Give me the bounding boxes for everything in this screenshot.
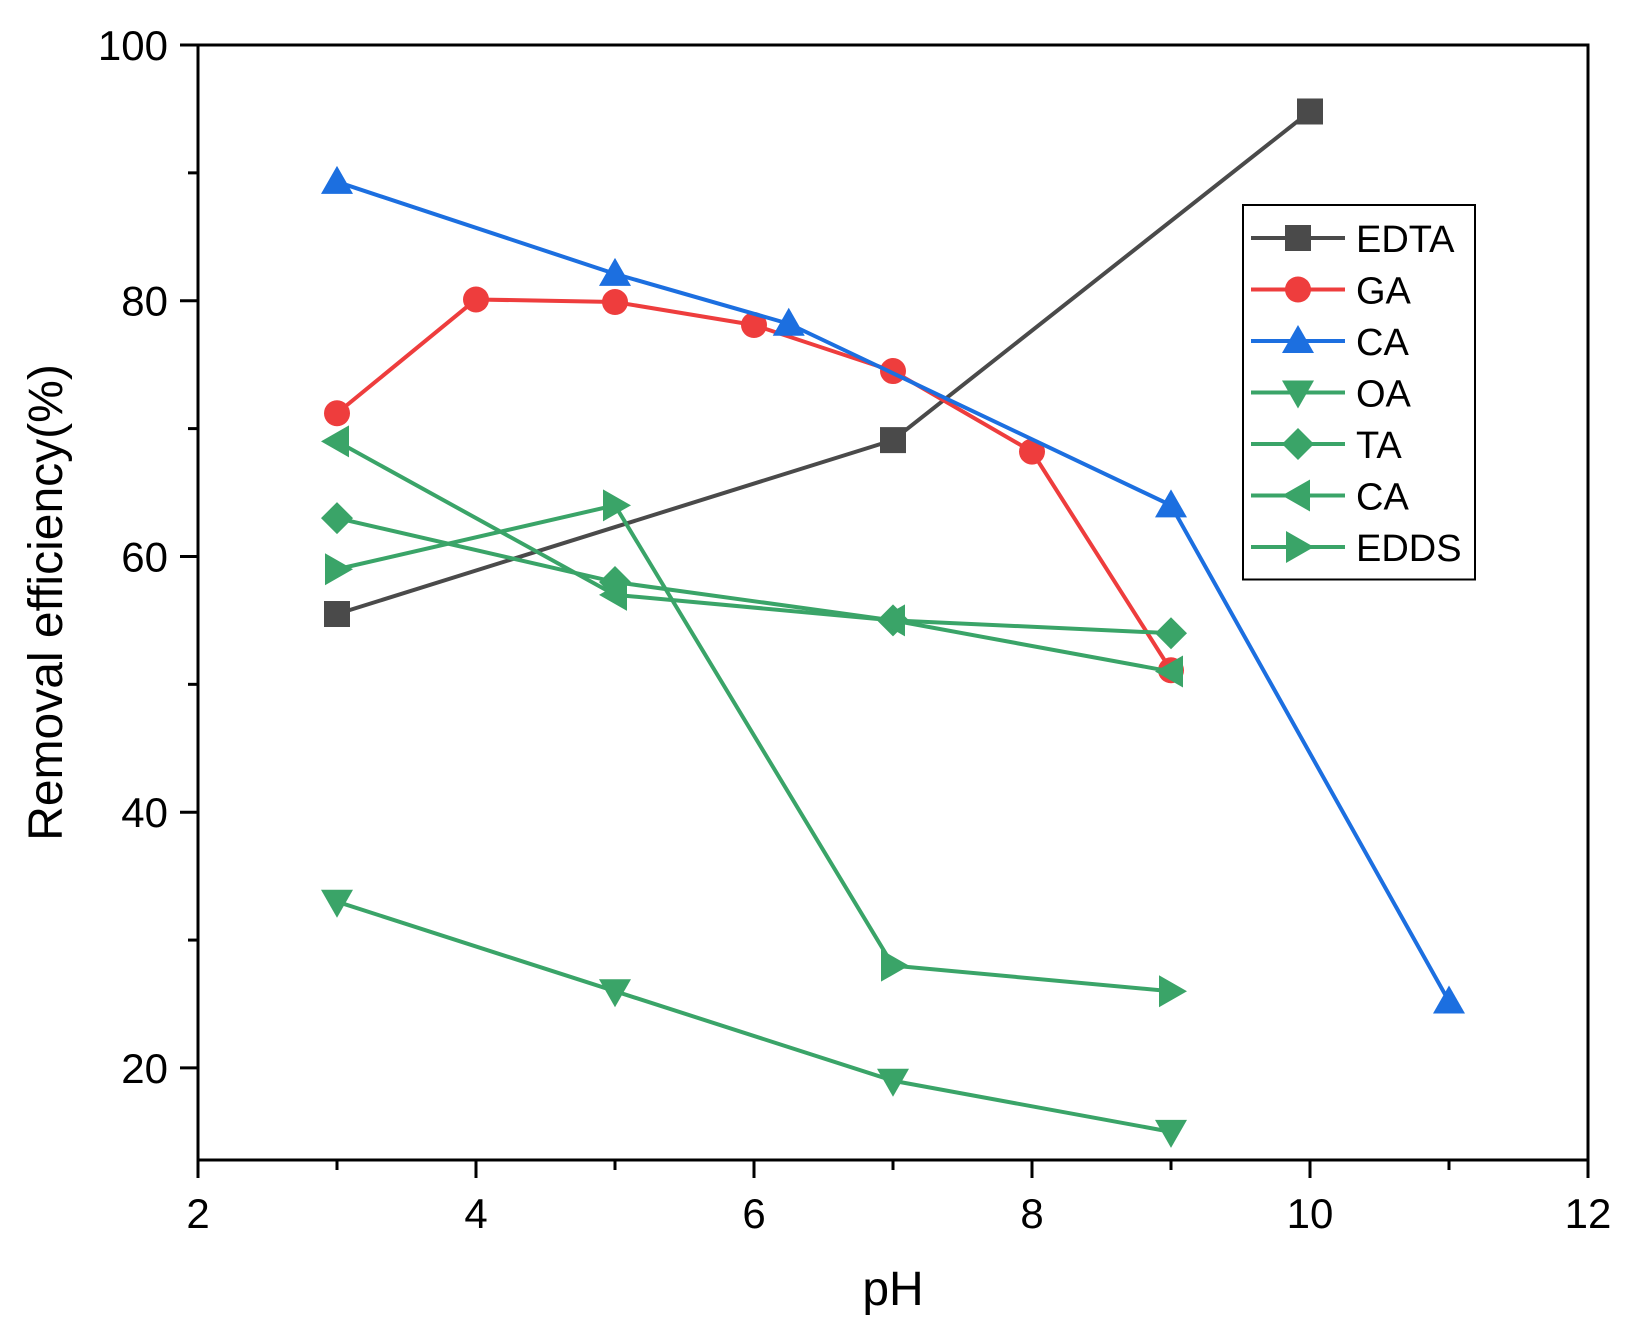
data-point (1297, 98, 1323, 125)
data-point (877, 1068, 909, 1097)
series-line (336, 516, 1172, 636)
data-point (881, 949, 909, 982)
y-tick-label: 60 (121, 533, 168, 580)
series-group (321, 98, 1465, 1148)
legend-item: EDDS (1251, 528, 1462, 570)
legend-label: OA (1356, 374, 1412, 416)
x-tick-label: 6 (742, 1190, 765, 1237)
data-point (599, 979, 631, 1008)
data-point (324, 400, 350, 427)
y-tick-label: 100 (98, 22, 168, 69)
legend-item: OA (1251, 374, 1412, 416)
x-tick-label: 2 (186, 1190, 209, 1237)
data-point (1155, 617, 1187, 650)
legend-label: GA (1356, 271, 1412, 313)
data-point (1155, 655, 1183, 688)
series-line (336, 439, 1172, 674)
legend-marker (1282, 380, 1314, 409)
data-point (1159, 975, 1187, 1008)
legend-marker (1282, 325, 1314, 353)
data-point (599, 257, 631, 286)
y-axis-title: Removal efficiency(%) (20, 364, 73, 841)
data-point (599, 578, 627, 611)
data-point (741, 312, 767, 339)
data-point (321, 165, 353, 194)
series-line (336, 503, 1172, 994)
y-tick-label: 80 (121, 278, 168, 325)
legend-marker (1282, 479, 1310, 512)
data-point (1155, 1119, 1187, 1148)
data-point (602, 289, 628, 316)
legend: EDTA GA CA OA TA CA EDDS (1242, 204, 1476, 581)
legend-label: CA (1356, 322, 1409, 364)
data-point (324, 601, 350, 628)
series-edds-6 (325, 489, 1187, 1008)
legend-item: GA (1251, 271, 1412, 313)
series-edta-0 (324, 98, 1323, 628)
legend-label: EDTA (1356, 219, 1455, 261)
data-point (1019, 438, 1045, 465)
legend-marker (1285, 225, 1311, 251)
legend-label: CA (1356, 477, 1409, 519)
series-oa-3 (321, 889, 1187, 1148)
legend-item: EDTA (1251, 219, 1455, 261)
legend-item: TA (1251, 425, 1402, 467)
data-point (321, 889, 353, 918)
data-point (1155, 489, 1187, 518)
legend-label: TA (1356, 425, 1402, 467)
x-tick-label: 10 (1287, 1190, 1334, 1237)
data-point (603, 489, 631, 522)
data-point (463, 286, 489, 313)
x-tick-label: 4 (464, 1190, 487, 1237)
legend-marker (1282, 428, 1314, 460)
series-line (336, 109, 1312, 616)
legend-item: CA (1251, 477, 1409, 519)
data-point (325, 553, 353, 586)
x-tick-label: 8 (1020, 1190, 1043, 1237)
data-point (321, 502, 353, 535)
data-point (321, 425, 349, 458)
x-axis-title: pH (862, 1263, 923, 1316)
series-line (336, 899, 1172, 1134)
series-ta-4 (321, 502, 1187, 650)
x-tick-label: 12 (1565, 1190, 1612, 1237)
data-point (772, 307, 805, 336)
axes: 2 4 6 8 10 12 20 40 60 80 100 (98, 22, 1611, 1237)
series-ca-2 (321, 165, 1465, 1014)
legend-item: CA (1251, 322, 1409, 364)
data-point (877, 604, 905, 637)
legend-marker (1286, 531, 1314, 563)
series-ca-5 (321, 425, 1183, 688)
y-tick-label: 40 (121, 789, 168, 836)
data-point (880, 427, 906, 454)
legend-label: EDDS (1356, 528, 1462, 570)
legend-marker (1285, 276, 1311, 303)
y-tick-label: 20 (121, 1045, 168, 1092)
data-point (1433, 985, 1465, 1014)
